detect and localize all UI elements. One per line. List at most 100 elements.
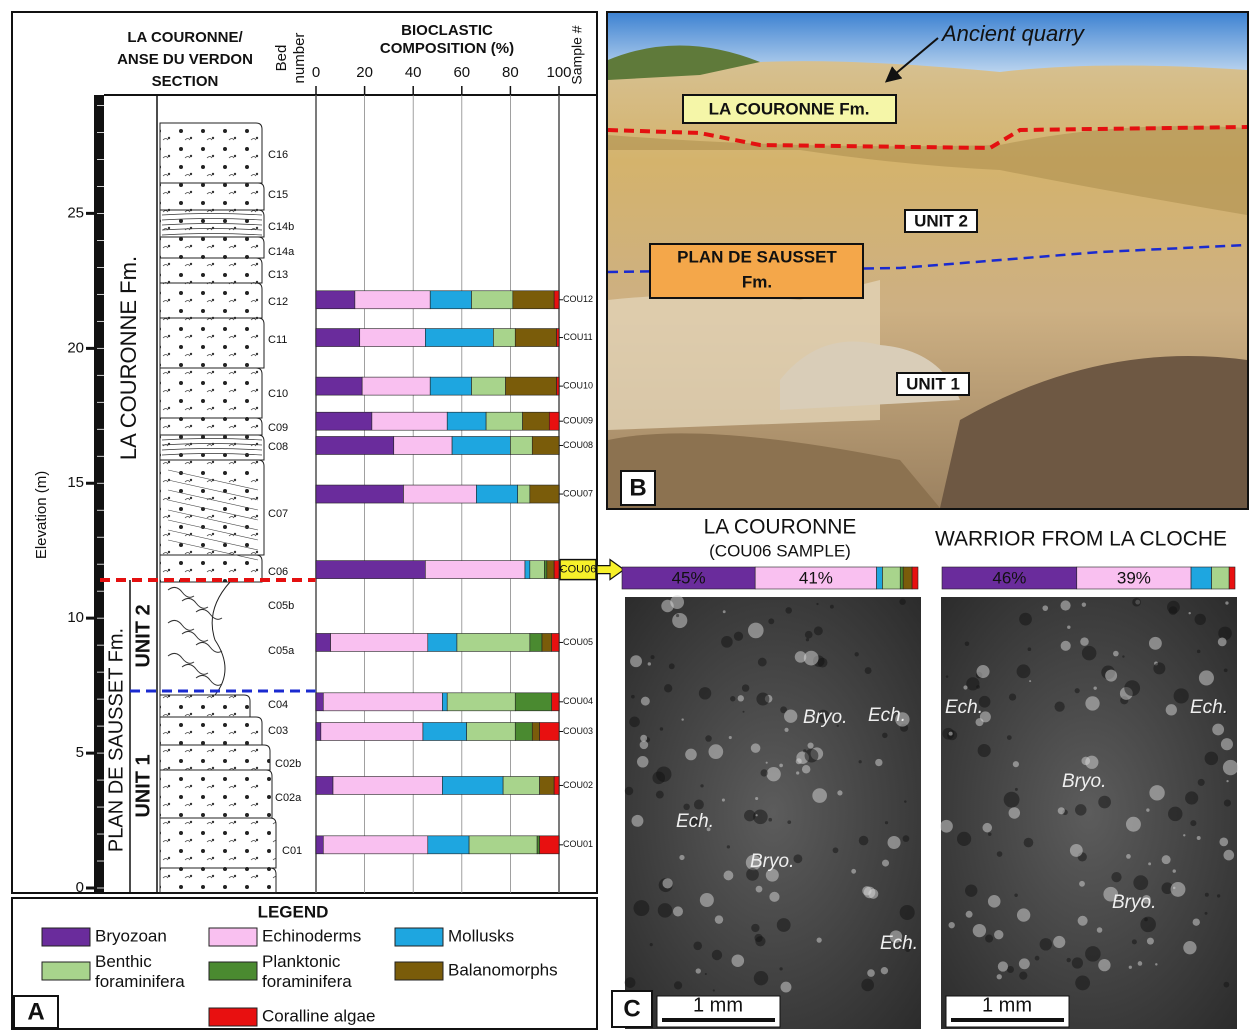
grain: [787, 820, 792, 825]
bed-number: C12: [268, 296, 288, 308]
grain: [889, 930, 903, 943]
bed-number: C10: [268, 388, 288, 400]
grain: [784, 709, 798, 723]
grain: [668, 663, 675, 670]
grain: [1016, 664, 1031, 679]
grain: [948, 731, 953, 736]
grain: [1014, 787, 1018, 791]
grain: [624, 977, 636, 988]
grain: [1204, 751, 1219, 766]
bed-number: C04: [268, 699, 288, 711]
lamina: [161, 233, 263, 236]
bar-segment: [442, 776, 504, 795]
grain: [1074, 688, 1080, 694]
micro-annotation: Ech.: [868, 705, 906, 726]
bar-segment: [315, 376, 363, 396]
grain: [747, 622, 764, 639]
grain: [657, 903, 673, 918]
grain: [1190, 820, 1197, 827]
grain: [742, 710, 745, 713]
grain: [776, 918, 791, 932]
grain: [977, 743, 991, 758]
grain: [945, 675, 949, 678]
grain: [659, 727, 664, 731]
bar-segment: [476, 484, 518, 504]
grain: [708, 744, 724, 759]
grain: [1183, 834, 1186, 837]
grain: [905, 946, 911, 953]
grain: [1019, 612, 1032, 626]
grain: [661, 599, 674, 613]
bar-segment: [315, 436, 395, 455]
bar-segment: [451, 436, 511, 455]
grain: [1053, 935, 1066, 949]
panel-label: C: [623, 995, 640, 1022]
bar-segment: [359, 328, 426, 347]
grain: [1172, 869, 1176, 873]
bar-segment: [446, 692, 516, 712]
legend-label: Planktonic foraminifera: [262, 952, 352, 991]
grain: [760, 769, 768, 777]
grain: [650, 655, 655, 660]
grain: [1165, 704, 1177, 716]
grain: [1034, 955, 1040, 961]
grain: [679, 854, 685, 861]
grain: [1012, 761, 1019, 768]
grain: [726, 845, 731, 849]
sky: [608, 13, 1247, 72]
grain: [1018, 958, 1030, 970]
grain: [714, 915, 724, 924]
grain: [1067, 625, 1071, 629]
grain: [816, 937, 822, 943]
grain: [705, 735, 712, 742]
bar-segment: [315, 692, 324, 712]
legend-label: Bryozoan: [95, 926, 167, 945]
grain: [854, 652, 859, 657]
bioturbation: [181, 630, 209, 642]
bed: [159, 769, 273, 819]
grain: [672, 906, 683, 917]
grain: [829, 604, 834, 609]
grain: [633, 900, 650, 917]
grain: [1146, 937, 1154, 945]
bioturbation: [195, 641, 223, 653]
micro-annotation: Bryo.: [750, 851, 794, 872]
bar-segment: [529, 484, 560, 504]
grain: [652, 771, 666, 785]
bed: [159, 417, 263, 436]
grain: [1113, 650, 1119, 657]
bed-label: Bed: [273, 45, 290, 72]
formation-label: Fm.: [742, 272, 772, 291]
scale-label: 1 mm: [693, 994, 743, 1016]
section-title: SECTION: [152, 73, 219, 90]
bed: [159, 817, 277, 869]
lamina: [161, 218, 263, 221]
panel-label: B: [629, 474, 646, 501]
grain: [1111, 872, 1122, 883]
bar-segment: [514, 328, 557, 347]
bar-segment: [371, 411, 448, 431]
grain: [1085, 946, 1101, 962]
sample-label: COU07: [563, 488, 593, 498]
panel-label-box: [620, 470, 656, 506]
grain: [754, 933, 763, 943]
grain: [1023, 837, 1034, 848]
bar-segment: [539, 776, 555, 795]
grain: [1148, 862, 1152, 866]
grain: [636, 756, 649, 768]
grain: [1008, 807, 1021, 819]
grain: [816, 602, 819, 606]
grain: [972, 923, 987, 938]
grain: [813, 626, 823, 636]
grain: [753, 809, 768, 825]
grain: [753, 970, 769, 986]
grain: [765, 761, 768, 764]
grain: [731, 954, 745, 968]
bar-segment: [315, 835, 324, 855]
y-tick-label: 5: [76, 744, 84, 761]
bar-segment: [556, 328, 560, 347]
bar-segment: [548, 411, 560, 431]
legend-swatch: [208, 961, 258, 981]
grain: [804, 630, 813, 639]
grain: [867, 969, 875, 977]
